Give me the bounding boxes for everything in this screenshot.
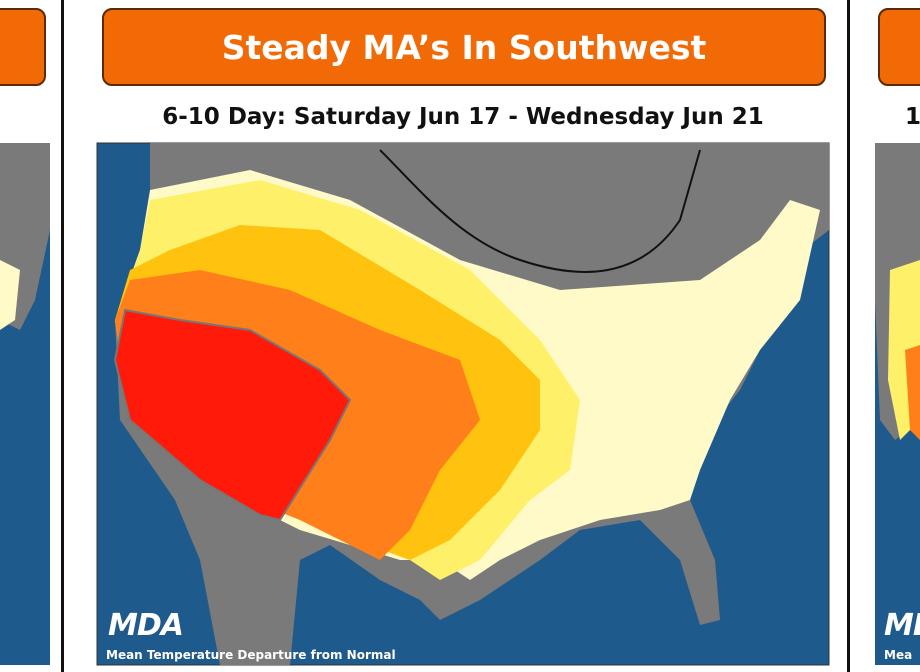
next-logo: MDA [884, 608, 920, 643]
prev-zone [0, 260, 20, 330]
divider [847, 0, 850, 672]
panel-title: Steady MA’s In Southwest [102, 8, 826, 86]
zone-hottest [113, 308, 352, 522]
next-zone [905, 345, 920, 440]
panel-subtitle: 6-10 Day: Saturday Jun 17 - Wednesday Ju… [162, 104, 764, 130]
contour [379, 149, 701, 273]
next-caption: Mea [884, 648, 913, 662]
map-caption: Mean Temperature Departure from Normal [106, 648, 396, 662]
next-subtitle: 1 [905, 104, 920, 130]
prev-header [0, 8, 46, 86]
logo: MDA [108, 608, 184, 643]
next-header [878, 8, 920, 86]
divider [61, 0, 64, 672]
